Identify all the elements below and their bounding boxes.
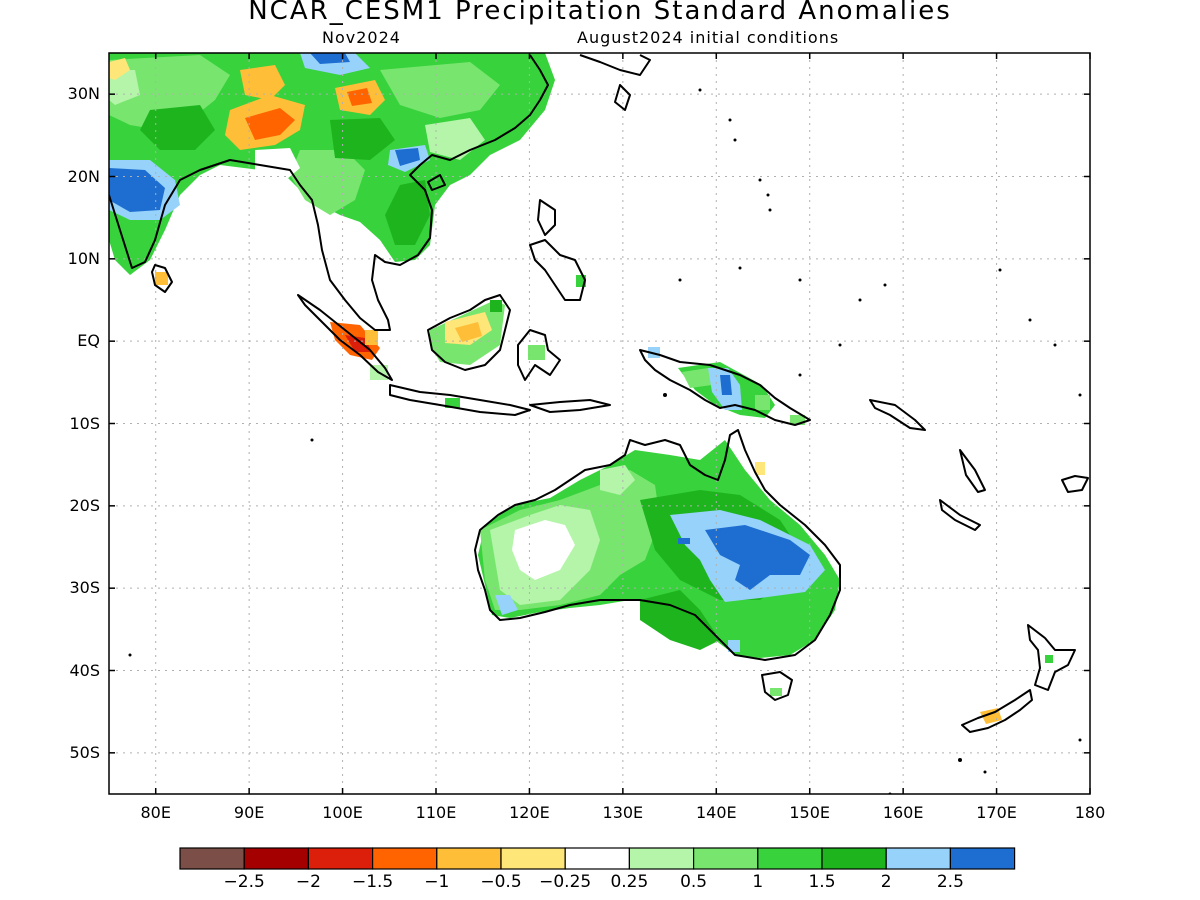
colorbar-swatch <box>949 847 1016 870</box>
lon-label: 160E <box>882 803 924 822</box>
initial-conditions: August2024 initial conditions <box>577 28 840 47</box>
lat-label: 30S <box>69 578 100 598</box>
colorbar-swatch <box>307 847 374 870</box>
colorbar-swatch <box>372 847 438 870</box>
lon-label: 90E <box>233 803 265 822</box>
colorbar-label: 1.5 <box>808 872 836 892</box>
lon-label: 100E <box>322 803 363 822</box>
lat-label: 20S <box>69 495 100 515</box>
colorbar-swatch <box>564 847 631 870</box>
colorbar-label: 1 <box>752 872 764 892</box>
colorbar-swatch <box>628 847 695 870</box>
lat-label: 10N <box>67 248 100 268</box>
lon-label: 150E <box>789 803 831 822</box>
colorbar-swatch <box>179 847 245 870</box>
graticule <box>109 53 1090 794</box>
small-islands <box>128 88 1082 794</box>
maritime-anomaly-field <box>330 275 660 408</box>
lon-label: 170E <box>976 803 1017 822</box>
colorbar-label: −0.5 <box>480 872 522 892</box>
axis-ticks <box>109 53 1091 794</box>
colorbar <box>179 847 1016 870</box>
coastlines <box>109 54 1089 733</box>
colorbar-swatch <box>500 847 566 870</box>
colorbar-swatch <box>436 847 502 870</box>
lon-label: 120E <box>509 803 550 822</box>
colorbar-label: 0.25 <box>610 872 649 892</box>
lon-label: 130E <box>602 803 644 822</box>
colorbar-label: −2 <box>295 872 321 892</box>
colorbar-swatch <box>692 847 759 870</box>
colorbar-swatch <box>243 847 309 870</box>
lat-label: 20N <box>67 166 100 186</box>
colorbar-label: −2.5 <box>223 872 265 892</box>
colorbar-swatch <box>757 847 823 870</box>
australia-anomaly-field <box>478 440 840 696</box>
colorbar-label: 0.5 <box>680 872 708 892</box>
lat-label: 30N <box>67 84 100 104</box>
forecast-month: Nov2024 <box>322 28 401 47</box>
colorbar-label: −1.5 <box>351 872 394 892</box>
colorbar-swatch <box>885 847 952 870</box>
asia-anomaly-field <box>109 53 555 285</box>
map-title: NCAR_CESM1 Precipitation Standard Anomal… <box>248 0 952 26</box>
colorbar-label: 2.5 <box>936 872 964 892</box>
colorbar-label: −1 <box>424 872 450 892</box>
colorbar-swatch <box>821 847 887 870</box>
lat-label: 50S <box>69 742 100 762</box>
colorbar-label: −0.25 <box>539 872 592 892</box>
lon-label: 110E <box>415 803 457 822</box>
lat-label: 40S <box>69 660 100 680</box>
lon-label: 180 <box>1074 803 1106 822</box>
lon-label: 80E <box>140 803 171 822</box>
new-guinea-anomaly-field <box>678 362 805 425</box>
lat-label: EQ <box>77 331 100 351</box>
plot-area <box>109 53 1090 794</box>
colorbar-label: 2 <box>880 872 892 892</box>
lat-label: 10S <box>69 413 100 433</box>
lon-label: 140E <box>695 803 737 822</box>
